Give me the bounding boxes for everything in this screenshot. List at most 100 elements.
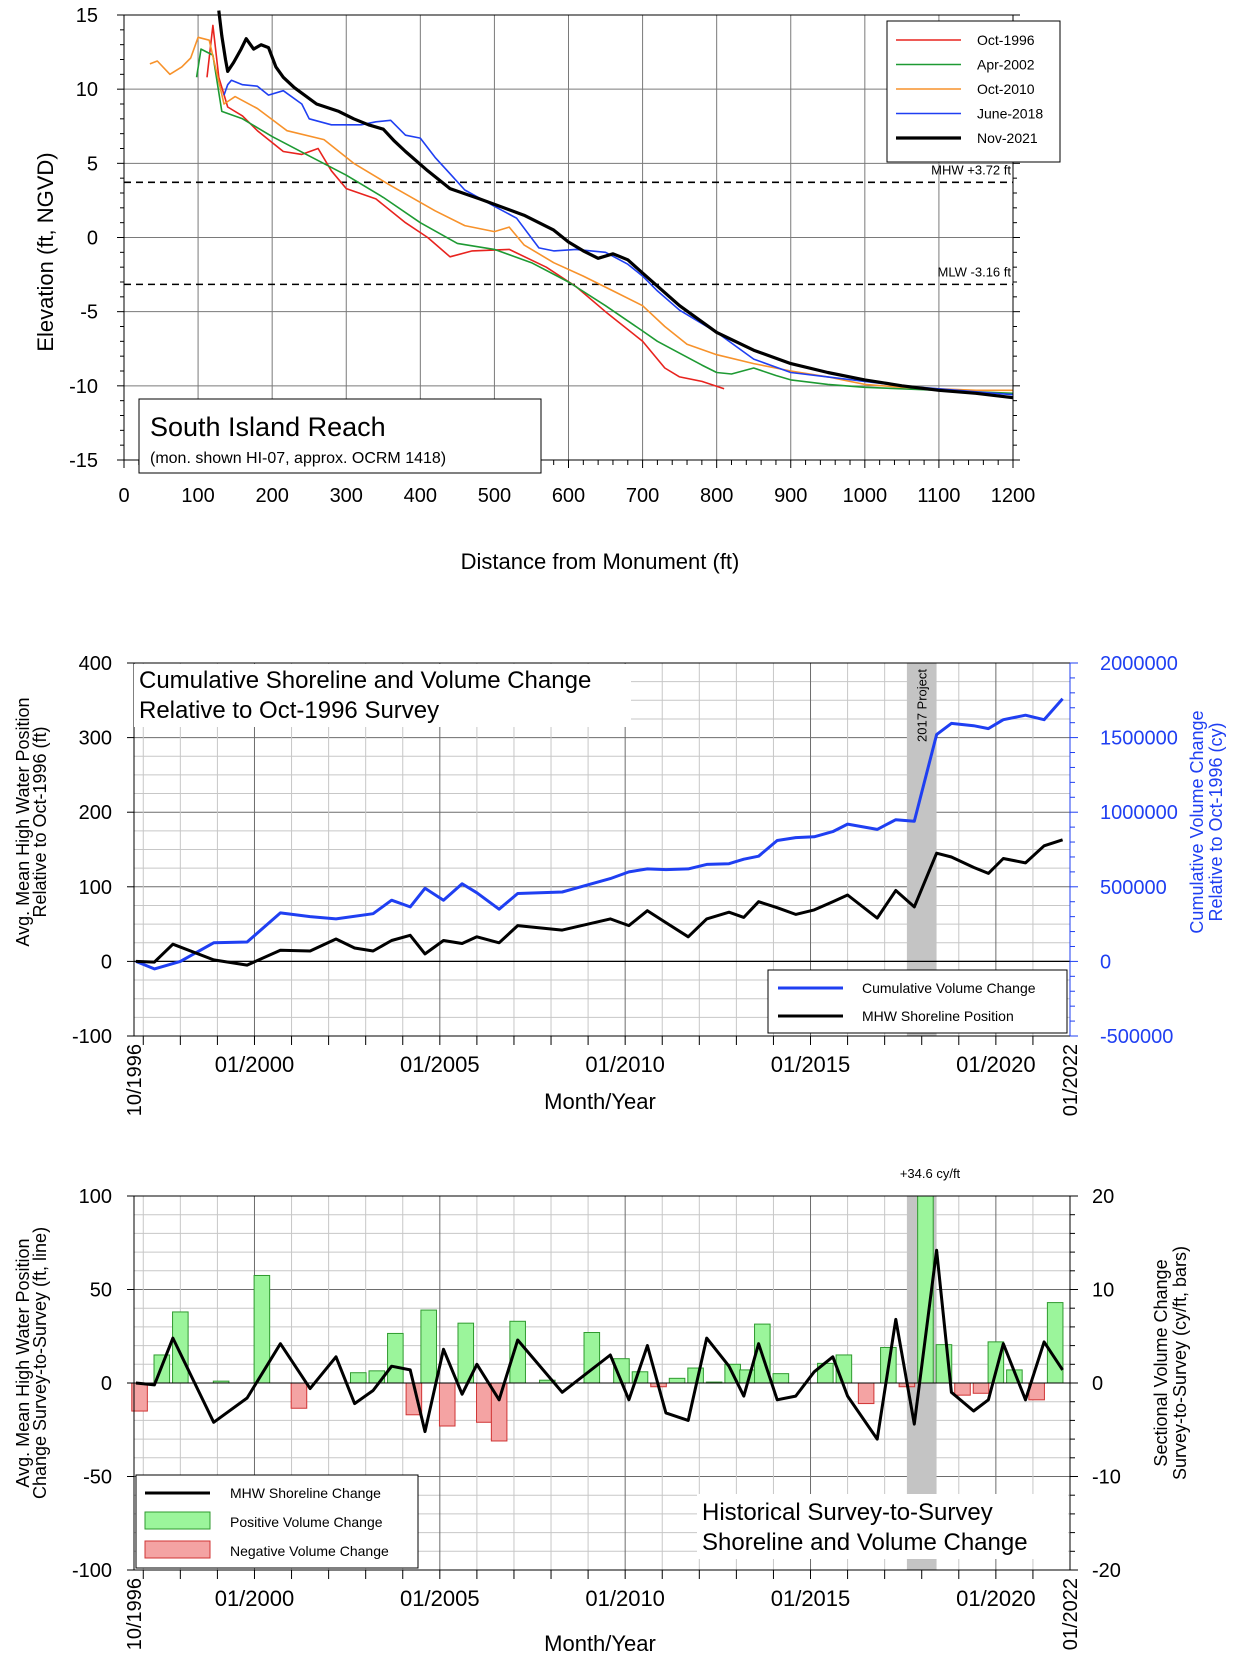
negative-volume-bar [857,1382,875,1405]
cumulative-right-tick-label: 500000 [1100,877,1167,899]
cumulative-legend-label: MHW Shoreline Position [862,1008,1014,1024]
survey-change-right-tick-label: 0 [1092,1373,1103,1395]
profile-x-tick-label: 300 [330,485,363,507]
negative-volume-bar [290,1382,308,1409]
positive-volume-bar [172,1311,189,1384]
shoreline-change-series [134,1248,1070,1441]
cumulative-series-line-1 [135,838,1064,967]
cumulative-left-tick-label: 400 [79,653,112,675]
profile-x-tick-label: 1200 [991,485,1036,507]
profile-chart: 0 100 200 300 400 500 600 700 800 900 1000 1100 1200… [33,5,1061,574]
survey-change-legend-label: Negative Volume Change [230,1543,389,1559]
survey-change-title-background [697,1494,1068,1559]
profile-legend-label: June-2018 [977,106,1043,122]
cumulative-right-tick-label: 2000000 [1100,653,1178,675]
cumulative-x-tick-label: 10/1996 [124,1044,146,1116]
survey-change-x-tick-label: 01/2010 [585,1586,665,1611]
cumulative-right-axis-label-line-1: Cumulative Volume Change [1187,710,1207,933]
cumulative-x-tick-label: 01/2022 [1060,1044,1082,1116]
cumulative-left-tick-label: 100 [79,877,112,899]
cumulative-right-tick-label: 1000000 [1100,802,1178,824]
survey-change-legend: MHW Shoreline Change Positive Volume Chan… [135,1474,419,1569]
profile-reference-lines [124,181,1013,286]
cumulative-title-line-2: Relative to Oct-1996 Survey [139,697,439,724]
survey-change-legend-label: MHW Shoreline Change [230,1485,381,1501]
profile-x-tick-label: 600 [552,485,585,507]
peak-bar-annotation: +34.6 cy/ft [900,1166,961,1181]
negative-volume-bar [972,1382,990,1394]
profile-x-tick-label: 700 [626,485,659,507]
profile-legend-label: Nov-2021 [977,130,1038,146]
volume-change-bars [131,1195,1064,1442]
survey-change-right-tick-label: -20 [1092,1560,1121,1582]
survey-change-left-tick-label: 100 [79,1186,112,1208]
cumulative-x-axis-label: Month/Year [544,1089,656,1114]
profile-reference-labels: MHW +3.72 ft MLW -3.16 ft [931,162,1011,279]
profile-x-tick-label: 400 [404,485,437,507]
profile-y-tick-label: -5 [80,302,98,324]
positive-volume-bar [387,1332,404,1384]
cumulative-left-tick-label: 0 [101,951,112,973]
cumulative-title-box: Cumulative Shoreline and Volume Change R… [134,664,631,727]
survey-change-x-tick-label: 01/2015 [771,1586,851,1611]
cumulative-x-tick-label: 01/2015 [771,1052,851,1077]
cumulative-legend-label: Cumulative Volume Change [862,980,1036,996]
profile-x-tick-label: 100 [181,485,214,507]
cumulative-right-tick-label: -500000 [1100,1026,1173,1048]
survey-change-right-tick-label: -10 [1092,1467,1121,1489]
cumulative-right-tick-label: 1500000 [1100,728,1178,750]
cumulative-legend: Cumulative Volume Change MHW Shoreline Po… [767,969,1068,1034]
profile-y-tick-label: 15 [76,5,98,27]
negative-volume-bar [476,1382,493,1423]
reach-annotation-box: South Island Reach (mon. shown HI-07, ap… [138,398,542,474]
cumulative-title-background [134,664,631,727]
positive-volume-bar [1046,1302,1064,1384]
profile-legend-label: Oct-1996 [977,32,1035,48]
profile-y-tick-label: -15 [69,450,98,472]
positive-volume-bar [668,1377,686,1384]
cumulative-legend-frame [767,969,1068,1034]
profile-y-axis-label: Elevation (ft, NGVD) [33,152,58,351]
survey-change-left-tick-label: -100 [72,1560,112,1582]
profile-legend-label: Oct-2010 [977,81,1035,97]
positive-volume-bar [772,1373,790,1384]
survey-change-right-axis-label-line-1: Sectional Volume Change [1151,1259,1171,1466]
shoreline-change-line [135,1248,1064,1441]
profile-series-line-0 [206,24,725,390]
survey-change-x-tick-label: 01/2022 [1060,1578,1082,1650]
profile-axes: 0 100 200 300 400 500 600 700 800 900 1000 1100 1200… [69,5,1035,507]
profile-x-tick-label: 200 [255,485,288,507]
survey-change-x-tick-label: 01/2000 [215,1586,295,1611]
profile-x-tick-label: 1100 [917,485,960,507]
profile-x-tick-label: 900 [774,485,807,507]
survey-change-right-tick-label: 10 [1092,1280,1114,1302]
negative-volume-bar [954,1382,971,1396]
positive-volume-bar [420,1309,437,1384]
survey-change-left-tick-label: 0 [101,1373,112,1395]
cumulative-title-line-1: Cumulative Shoreline and Volume Change [139,667,591,694]
survey-change-legend-positive-swatch [144,1511,211,1530]
profile-x-tick-label: 500 [478,485,511,507]
survey-change-x-tick-label: 01/2020 [956,1586,1036,1611]
profile-y-tick-label: -10 [69,376,98,398]
survey-change-x-tick-label: 01/2005 [400,1586,480,1611]
profile-y-tick-label: 10 [76,79,98,101]
profile-series [149,10,1014,400]
survey-change-right-axis-label-line-2: Survey-to-Survey (cy/ft, bars) [1170,1246,1190,1480]
survey-change-title-line-2: Shoreline and Volume Change [702,1529,1028,1556]
profile-series-line-3 [223,79,1014,396]
cumulative-left-tick-label: 300 [79,728,112,750]
reach-annotation-frame [138,398,542,474]
survey-change-legend-negative-swatch [144,1540,211,1559]
profile-x-axis-label: Distance from Monument (ft) [461,549,740,574]
survey-change-legend-label: Positive Volume Change [230,1514,383,1530]
reach-subtitle: (mon. shown HI-07, approx. OCRM 1418) [150,450,446,467]
cumulative-x-tick-label: 01/2005 [400,1052,480,1077]
profile-x-tick-label: 1000 [843,485,888,507]
profile-series-line-4 [217,10,1014,400]
cumulative-right-tick-label: 0 [1100,951,1111,973]
cumulative-x-tick-label: 01/2020 [956,1052,1036,1077]
